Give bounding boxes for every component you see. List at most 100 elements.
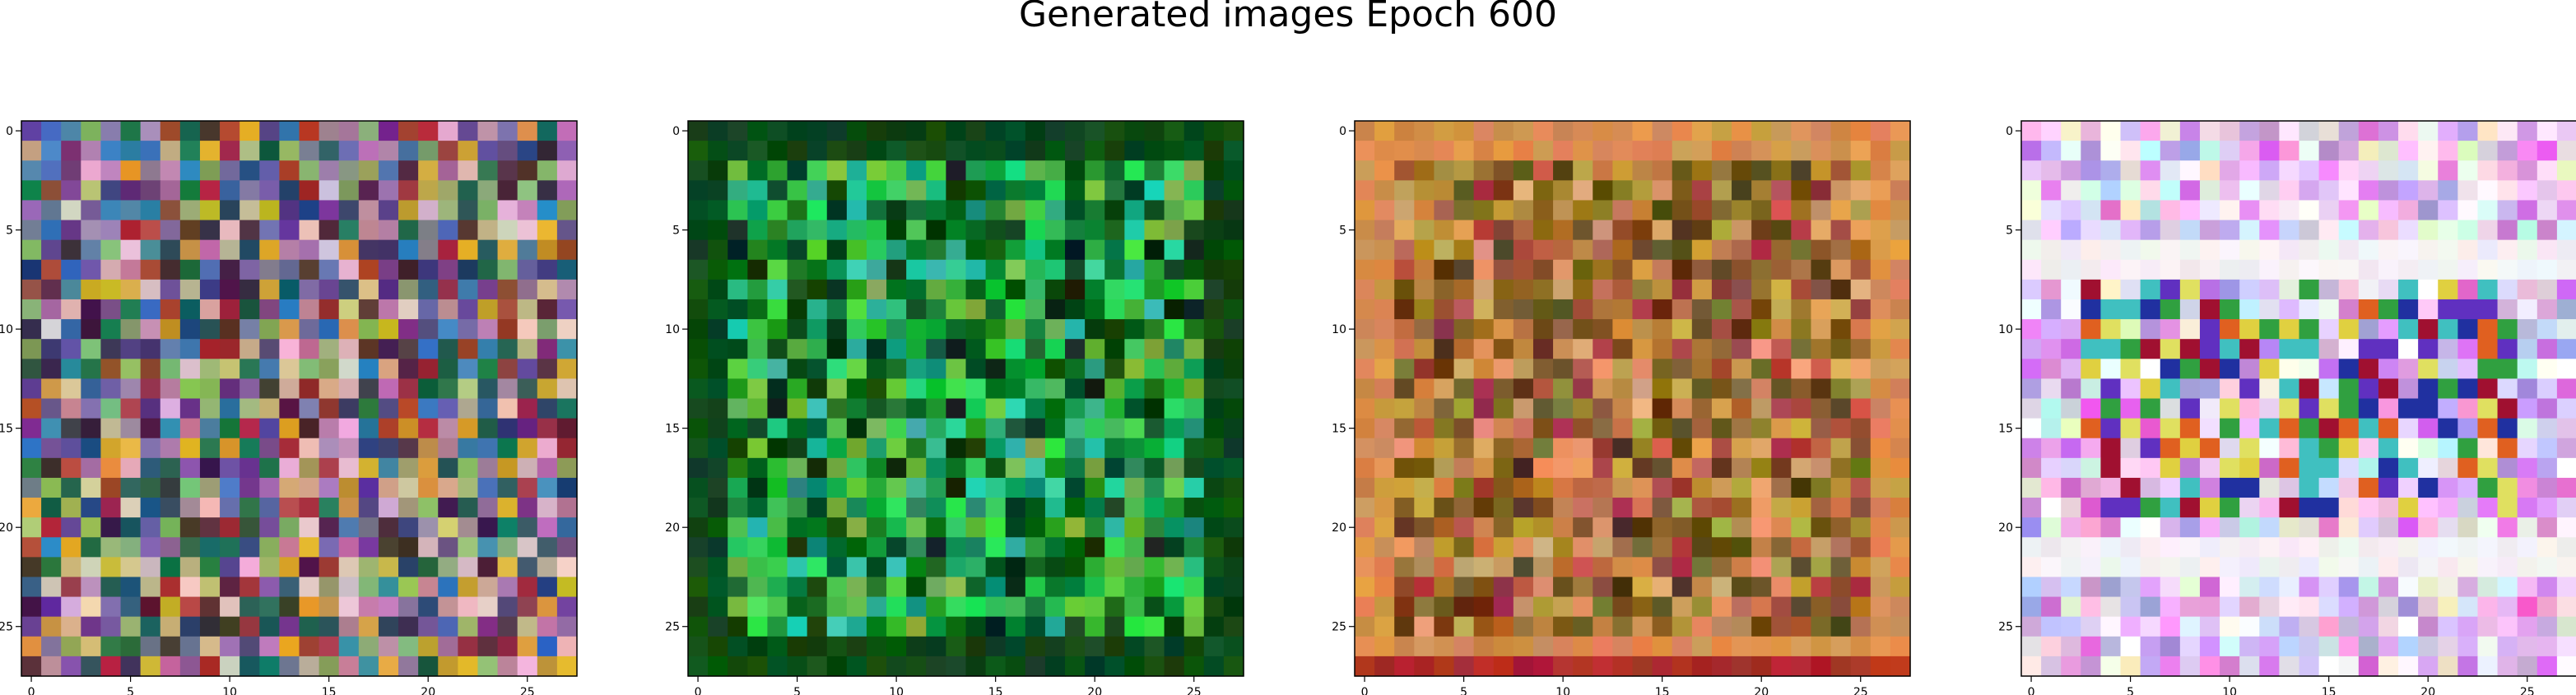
pixel-cell <box>358 160 379 181</box>
pixel-cell <box>2061 279 2081 300</box>
pixel-cell <box>378 457 399 479</box>
pixel-cell <box>1104 239 1125 261</box>
pixel-cell <box>787 339 808 359</box>
pixel-cell <box>556 220 578 241</box>
pixel-cell <box>747 398 769 419</box>
pixel-cell <box>2140 438 2161 459</box>
pixel-cell <box>2536 517 2558 538</box>
pixel-cell <box>1593 477 1613 498</box>
pixel-cell <box>2179 537 2201 558</box>
pixel-cell <box>807 537 828 558</box>
pixel-cell <box>179 656 201 677</box>
pixel-cell <box>1890 160 1911 181</box>
pixel-cell <box>688 299 709 320</box>
pixel-cell <box>1532 656 1554 677</box>
pixel-cell <box>1691 537 1713 558</box>
pixel-cell <box>2418 259 2439 280</box>
pixel-cell <box>1890 656 1911 677</box>
pixel-cell <box>787 537 808 558</box>
pixel-cell <box>1890 557 1911 578</box>
pixel-cell <box>2497 339 2518 359</box>
pixel-cell <box>1791 517 1812 538</box>
pixel-cell <box>2239 537 2260 558</box>
pixel-cell <box>1164 160 1185 181</box>
pixel-cell <box>100 299 122 320</box>
pixel-cell <box>2021 537 2042 558</box>
pixel-cell <box>1573 239 1593 261</box>
pixel-cell <box>319 279 340 300</box>
pixel-cell <box>946 537 967 558</box>
pixel-cell <box>140 656 161 677</box>
pixel-cell <box>179 378 201 400</box>
pixel-cell <box>728 656 748 677</box>
pixel-cell <box>140 418 161 439</box>
pixel-cell <box>418 418 439 439</box>
pixel-cell <box>556 577 578 598</box>
pixel-cell <box>2120 200 2141 221</box>
pixel-cell <box>1632 279 1653 300</box>
pixel-cell <box>1493 498 1514 518</box>
pixel-cell <box>1164 398 1185 419</box>
pixel-cell <box>2179 418 2201 439</box>
pixel-cell <box>866 220 887 241</box>
pixel-cell <box>2179 319 2201 340</box>
pixel-cell <box>299 239 320 261</box>
pixel-cell <box>1044 537 1066 558</box>
pixel-cell <box>1711 339 1732 359</box>
pixel-cell <box>1850 279 1872 300</box>
pixel-cell <box>1223 259 1244 280</box>
pixel-cell <box>1453 457 1475 479</box>
pixel-cell <box>2041 656 2062 677</box>
pixel-cell <box>2199 220 2220 241</box>
pixel-cell <box>2041 498 2062 518</box>
pixel-cell <box>239 339 260 359</box>
pixel-cell <box>120 339 142 359</box>
pixel-cell <box>378 160 399 181</box>
pixel-cell <box>140 200 161 221</box>
pixel-cell <box>1473 477 1495 498</box>
pixel-cell <box>1183 418 1205 439</box>
pixel-cell <box>179 200 201 221</box>
pixel-cell <box>1085 457 1105 479</box>
pixel-cell <box>220 438 240 459</box>
pixel-cell <box>2358 160 2379 181</box>
pixel-cell <box>1473 160 1495 181</box>
pixel-cell <box>2457 477 2479 498</box>
pixel-cell <box>1672 457 1693 479</box>
pixel-cell <box>1124 180 1146 202</box>
pixel-cell <box>2100 220 2122 241</box>
pixel-cell <box>2318 438 2340 459</box>
pixel-cell <box>2497 457 2518 479</box>
pixel-cell <box>688 359 709 379</box>
pixel-cell <box>728 537 748 558</box>
pixel-cell <box>1164 577 1185 598</box>
pixel-cell <box>1044 457 1066 479</box>
pixel-cell <box>319 498 340 518</box>
pixel-cell <box>358 616 379 637</box>
pixel-cell <box>537 438 558 459</box>
pixel-cell <box>2081 616 2102 637</box>
y-tick-label: 5 <box>1339 225 1346 238</box>
pixel-cell <box>220 457 240 479</box>
pixel-cell <box>179 398 201 419</box>
pixel-cell <box>319 418 340 439</box>
pixel-cell <box>2279 141 2300 161</box>
pixel-cell <box>1513 259 1534 280</box>
pixel-cell <box>2536 557 2558 578</box>
pixel-cell <box>1513 398 1534 419</box>
pixel-cell <box>1025 596 1046 618</box>
pixel-cell <box>1573 537 1593 558</box>
pixel-cell <box>926 239 946 261</box>
pixel-cell <box>1850 220 1872 241</box>
pixel-cell <box>299 200 320 221</box>
pixel-cell <box>477 279 499 300</box>
pixel-cell <box>438 319 458 340</box>
pixel-cell <box>1183 557 1205 578</box>
pixel-cell <box>398 200 419 221</box>
pixel-cell <box>239 656 260 677</box>
pixel-cell <box>1493 438 1514 459</box>
pixel-cell <box>2179 517 2201 538</box>
pixel-cell <box>2477 200 2499 221</box>
pixel-cell <box>2120 121 2141 141</box>
pixel-cell <box>1493 577 1514 598</box>
